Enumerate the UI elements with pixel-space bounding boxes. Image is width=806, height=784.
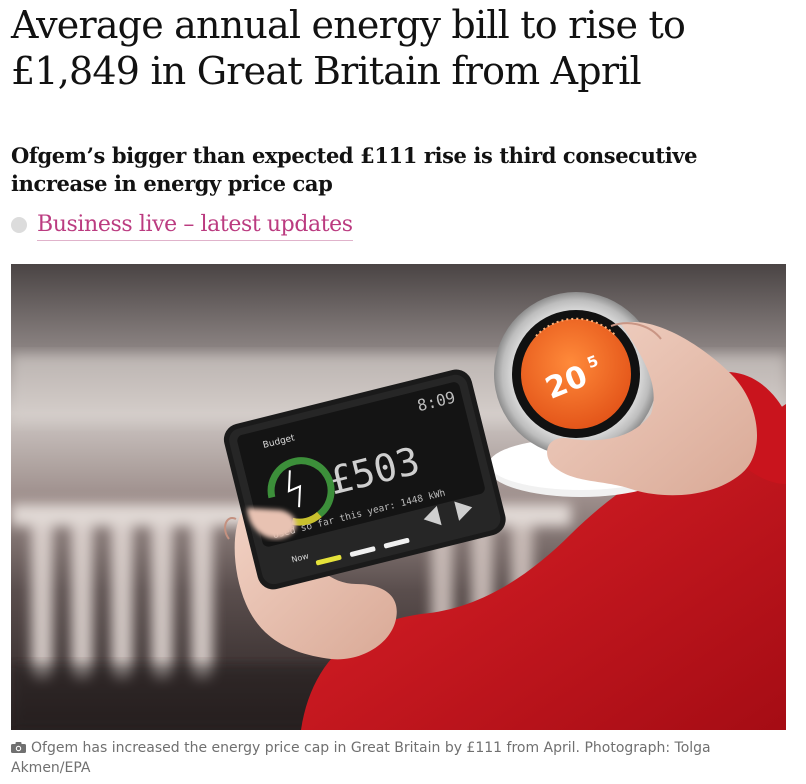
- article-headline: Average annual energy bill to rise to £1…: [11, 3, 686, 93]
- live-updates-row: Business live – latest updates: [11, 208, 353, 242]
- article-photo: 20 5 Budget 8:09 £503 Used so far this y…: [11, 264, 786, 730]
- photo-caption: Ofgem has increased the energy price cap…: [11, 738, 791, 778]
- live-updates-link[interactable]: Business live – latest updates: [37, 210, 353, 241]
- meter-now-label: Now: [291, 551, 311, 564]
- live-dot-icon: [11, 217, 27, 233]
- camera-icon: [11, 742, 26, 753]
- photo-caption-text: Ofgem has increased the energy price cap…: [11, 740, 711, 776]
- article-standfirst: Ofgem’s bigger than expected £111 rise i…: [11, 143, 698, 196]
